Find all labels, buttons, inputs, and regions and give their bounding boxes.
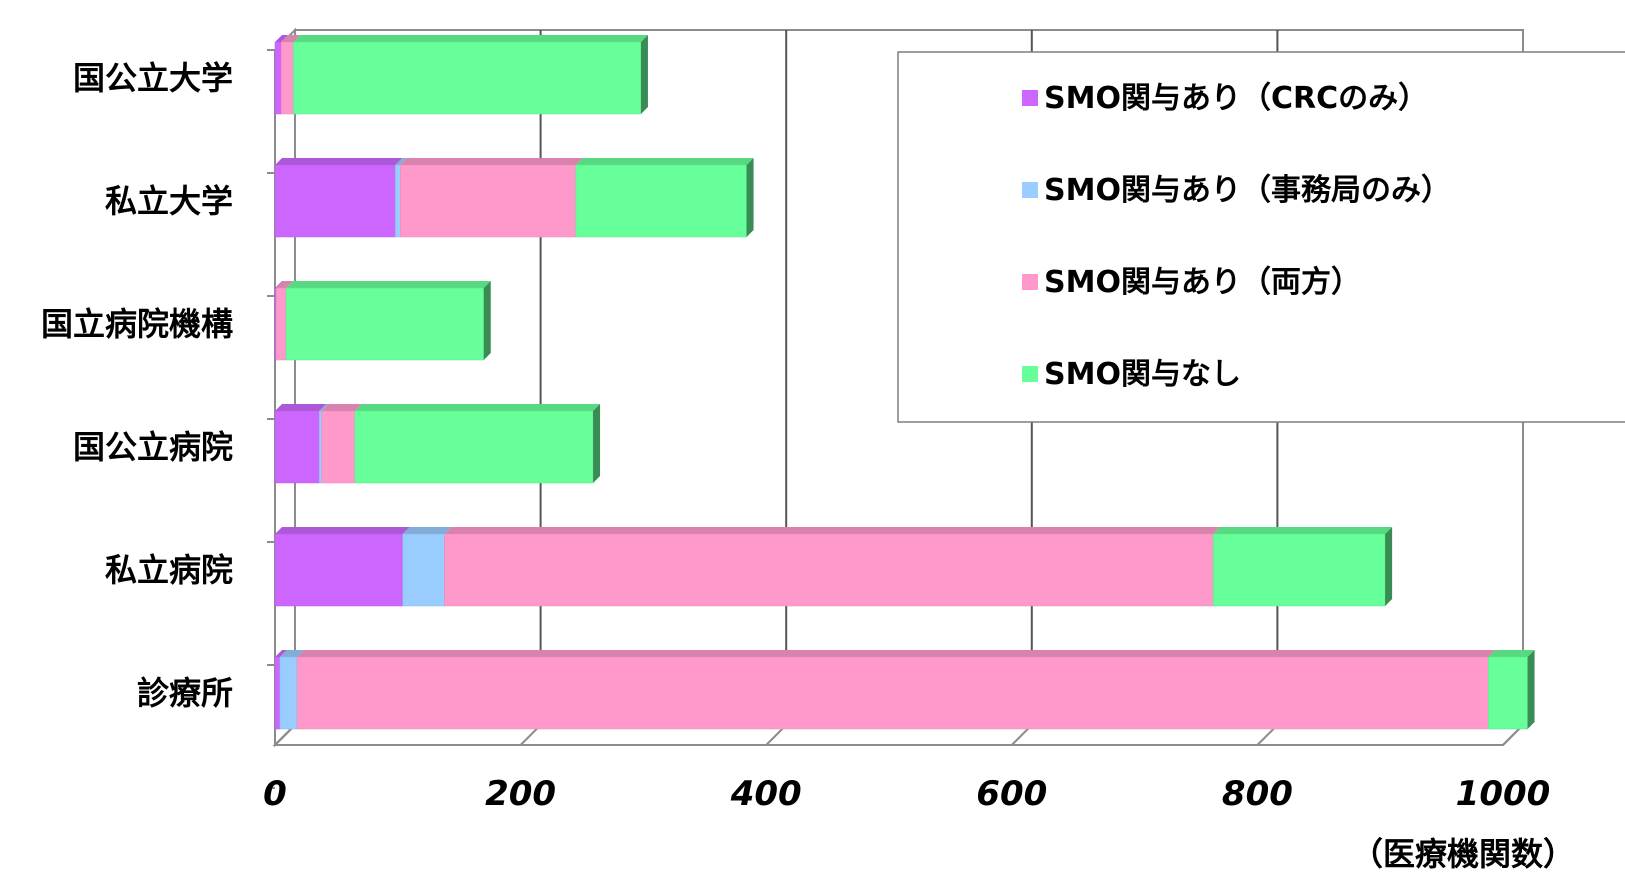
legend-box xyxy=(897,51,1625,423)
side-wall xyxy=(274,27,296,748)
bar-top xyxy=(281,35,301,42)
bar-segment xyxy=(395,164,401,238)
legend: SMO関与あり（CRCのみ） SMO関与あり（事務局のみ） SMO関与あり（両方） S… xyxy=(897,51,1625,423)
x-tick-label: 200 xyxy=(485,774,556,814)
bar-top xyxy=(297,650,1496,657)
category-label: 国公立大学 xyxy=(73,59,233,97)
bar-top xyxy=(286,281,491,288)
bar-segment xyxy=(275,287,287,361)
bar-end xyxy=(1385,527,1393,606)
bar-top xyxy=(275,158,403,165)
bar-top xyxy=(575,158,754,165)
bar-end xyxy=(746,158,754,237)
bar-segment xyxy=(274,410,320,484)
legend-label: SMO関与あり（両方） xyxy=(1044,265,1361,300)
bar-segment xyxy=(274,164,396,238)
bar-segment xyxy=(279,656,298,730)
bar-end xyxy=(483,281,491,360)
bar-end xyxy=(1527,650,1535,729)
category-label: 国立病院機構 xyxy=(41,305,233,343)
bar-segment xyxy=(293,41,642,115)
bar-segment xyxy=(318,410,322,484)
bar-segment xyxy=(444,533,1214,607)
legend-swatch xyxy=(1022,182,1038,198)
x-tick-label: 800 xyxy=(1222,774,1293,814)
legend-label: SMO関与あり（事務局のみ） xyxy=(1044,173,1451,208)
bar-segment xyxy=(274,533,403,607)
bar-segment xyxy=(1212,533,1386,607)
bar-top xyxy=(319,404,329,411)
bar-segment xyxy=(400,164,577,238)
bar-top xyxy=(354,404,601,411)
bar-top xyxy=(275,281,284,288)
x-tick-label: 400 xyxy=(730,774,802,814)
bar-top xyxy=(1213,527,1393,534)
bar-top xyxy=(444,527,1221,534)
bar-segment xyxy=(296,656,1489,730)
bar-segment xyxy=(354,410,594,484)
bar-top xyxy=(275,527,410,534)
x-axis-unit-label: （医療機関数） xyxy=(1351,835,1575,873)
bars xyxy=(274,35,1535,730)
category-label: 診療所 xyxy=(137,674,233,712)
bar-top xyxy=(275,35,289,42)
bar-top xyxy=(276,281,294,288)
bar-top xyxy=(279,650,305,657)
bar-top xyxy=(321,404,362,411)
x-tick-label: 1000 xyxy=(1456,774,1551,814)
x-tick-labels: 0 200 400 600 800 1000 xyxy=(263,774,1550,814)
bar-segment xyxy=(575,164,747,238)
x-tick-label: 600 xyxy=(976,774,1047,814)
bar-top xyxy=(402,527,452,534)
bar-top xyxy=(275,650,287,657)
legend-swatch xyxy=(1022,366,1038,382)
x-tick-label: 0 xyxy=(263,774,287,814)
legend-label: SMO関与あり（CRCのみ） xyxy=(1044,81,1428,116)
bar-top xyxy=(1488,650,1535,657)
bar-segment xyxy=(285,287,485,361)
legend-swatch xyxy=(1022,90,1038,106)
bar-segment xyxy=(280,41,294,115)
bar-segment xyxy=(274,41,282,115)
legend-swatch xyxy=(1022,274,1038,290)
bar-segment xyxy=(321,410,356,484)
category-label: 国公立病院 xyxy=(73,428,233,466)
bar-top xyxy=(293,35,648,42)
bar-top xyxy=(395,158,408,165)
bar-top xyxy=(275,404,327,411)
bar-segment xyxy=(1488,656,1528,730)
bar-segment xyxy=(402,533,445,607)
bar-end xyxy=(593,404,601,483)
bar-segment xyxy=(274,656,281,730)
category-label: 私立大学 xyxy=(105,182,233,220)
bar-end xyxy=(640,35,648,114)
legend-label: SMO関与なし xyxy=(1044,357,1241,392)
category-label: 私立病院 xyxy=(105,551,233,589)
bar-top xyxy=(400,158,583,165)
